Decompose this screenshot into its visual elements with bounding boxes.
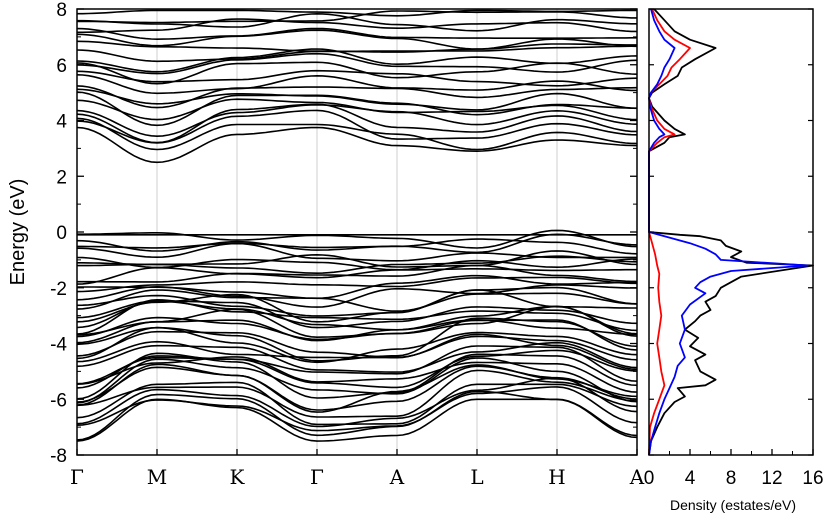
energy-axis-title: Energy (eV) (7, 179, 29, 286)
valence-band-line (76, 345, 638, 385)
y-tick-label: 4 (56, 112, 67, 133)
valence-band-line (76, 390, 638, 441)
kpoint-label: Γ (70, 465, 84, 489)
conduction-band-line (77, 18, 638, 34)
conduction-band-line (76, 40, 637, 53)
dos-x-tick-label: 8 (726, 468, 737, 489)
valence-band-line (76, 256, 638, 271)
valence-band-line (76, 352, 638, 400)
band-lines (76, 9, 638, 442)
conduction-band-line (76, 45, 637, 63)
valence-band-line (76, 266, 637, 285)
valence-band-line (76, 289, 637, 323)
conduction-band-line (76, 88, 638, 111)
valence-band-line (76, 305, 638, 344)
kpoint-label: Γ (310, 465, 324, 489)
valence-band-line (76, 317, 638, 362)
dos-panel: 0 4 8 12 16 Density (estates/eV) (644, 8, 824, 513)
conduction-band-line (77, 10, 637, 24)
conduction-band-line (76, 126, 638, 164)
band-plot-frame (76, 8, 638, 456)
valence-band-line (76, 330, 638, 361)
y-tick-label: -4 (50, 335, 67, 356)
valence-band-line (76, 286, 638, 317)
kpoint-label: A (629, 465, 645, 489)
valence-band-line (77, 264, 638, 283)
dos-lines (648, 8, 814, 456)
valence-band-line (76, 276, 638, 293)
y-tick-label: -2 (50, 279, 67, 300)
conduction-band-line (76, 117, 638, 151)
y-tick-label: -6 (50, 390, 67, 411)
conduction-band-line (77, 9, 637, 17)
valence-band-line (76, 364, 638, 413)
valence-band-line (76, 356, 638, 393)
conduction-band-line (76, 103, 638, 138)
valence-band-line (76, 363, 638, 411)
y-tick-label: -8 (50, 446, 67, 467)
dos-x-tick-label: 0 (644, 468, 655, 489)
dos-x-tick-label: 12 (761, 468, 782, 489)
valence-band-line (76, 369, 638, 418)
valence-band-line (77, 238, 638, 255)
valence-band-line (76, 289, 638, 312)
dos-series-line-0 (648, 8, 814, 456)
kpoint-label: L (470, 465, 483, 489)
valence-band-line (76, 357, 638, 404)
valence-band-line (77, 229, 638, 249)
conduction-band-line (76, 74, 638, 95)
conduction-band-line (76, 85, 638, 109)
valence-band-line (77, 274, 637, 300)
density-axis-title: Density (estates/eV) (670, 497, 796, 513)
y-tick-label: 2 (56, 167, 67, 188)
kpoint-label: H (548, 465, 565, 489)
conduction-band-line (76, 29, 638, 50)
valence-band-line (77, 250, 638, 268)
y-tick-label: 0 (56, 223, 67, 244)
valence-band-line (76, 349, 638, 389)
y-tick-label: 6 (56, 56, 67, 77)
kpoint-label: A (389, 465, 405, 489)
dos-y-ticks (649, 8, 813, 456)
valence-band-line (76, 377, 638, 428)
valence-band-line (76, 386, 638, 432)
dos-x-tick-label: 4 (685, 468, 696, 489)
conduction-band-line (76, 103, 638, 144)
dos-plot-frame (648, 8, 814, 456)
y-tick-label: 8 (56, 0, 67, 21)
kpoint-label: K (230, 465, 246, 489)
kpoint-gridlines (156, 9, 558, 455)
valence-band-line (76, 381, 638, 426)
conduction-band-line (76, 48, 638, 73)
valence-band-line (76, 316, 638, 351)
conduction-band-line (77, 12, 637, 32)
valence-band-line (76, 318, 638, 342)
band-y-ticks: -8 -6 -4 -2 0 2 4 6 8 (50, 0, 637, 467)
conduction-band-line (76, 52, 638, 75)
dos-x-tick-label: 16 (802, 468, 823, 489)
band-structure-panel: -8 -6 -4 -2 0 2 4 6 8 Γ M K Γ A L H A Energy (eV) (7, 0, 645, 489)
conduction-band-line (76, 27, 637, 41)
kpoint-label: M (147, 465, 167, 489)
valence-band-line (76, 242, 637, 262)
dos-x-ticks: 0 4 8 12 16 (644, 449, 824, 489)
dos-series-line-2 (648, 8, 809, 456)
valence-band-line (76, 341, 638, 373)
